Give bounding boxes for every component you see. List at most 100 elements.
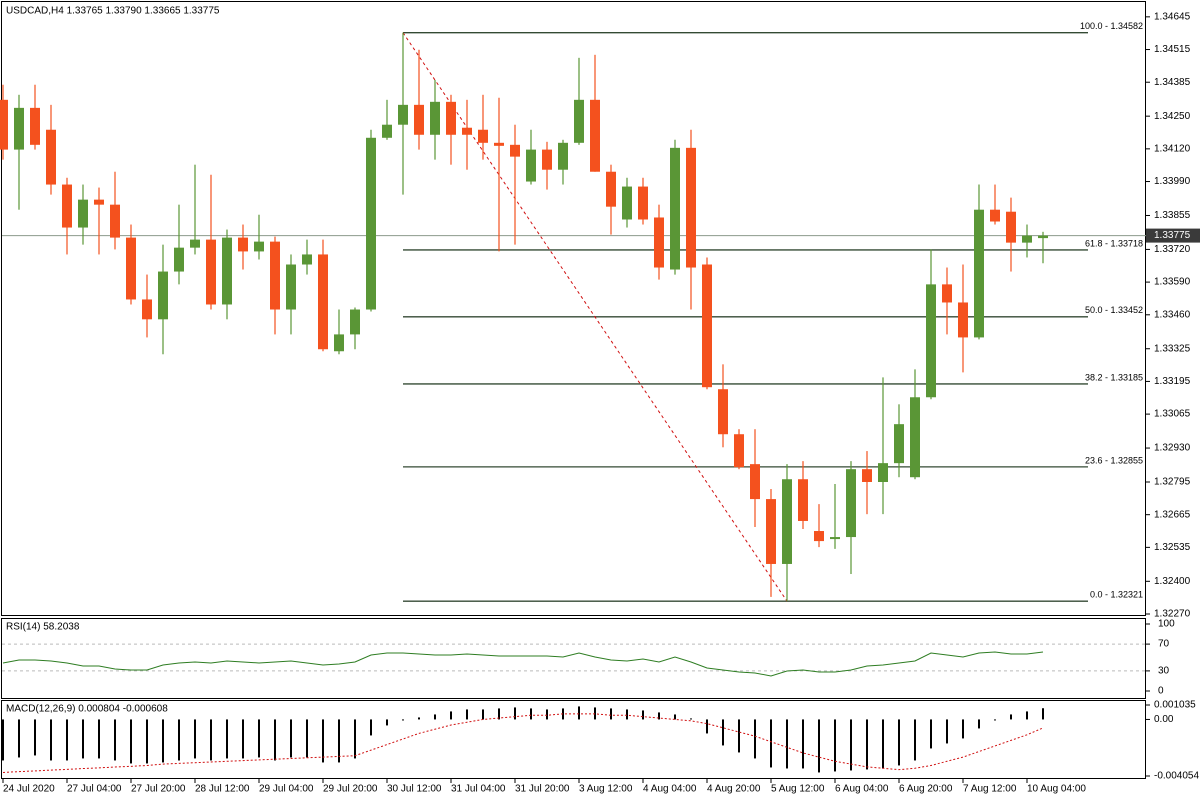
candle-body <box>782 479 792 564</box>
y-tick-label: 1.32270 <box>1154 609 1191 620</box>
y-tick-label: 1.34385 <box>1154 77 1191 88</box>
rsi-frame <box>1 618 1146 699</box>
candle-body <box>1006 211 1016 243</box>
x-tick-label: 10 Aug 04:00 <box>1027 784 1086 795</box>
candle-body <box>606 171 616 207</box>
candle-body <box>814 531 824 542</box>
x-tick-label: 29 Jul 20:00 <box>323 784 378 795</box>
fib-label: 61.8 - 1.33718 <box>1085 238 1143 248</box>
candle-body <box>734 434 744 468</box>
y-tick-label: 1.32400 <box>1154 576 1191 587</box>
candle-body <box>590 99 600 172</box>
candle-body <box>878 463 888 482</box>
candle-body <box>46 129 56 185</box>
candle-body <box>558 142 568 170</box>
candle-body <box>334 334 344 352</box>
macd-signal <box>2 713 1044 773</box>
candle-body <box>382 124 392 138</box>
candle-body <box>510 144 520 157</box>
fib-label: 100.0 - 1.34582 <box>1080 21 1143 31</box>
macd-tick-label: 0.001035 <box>1154 700 1196 711</box>
fib-label: 50.0 - 1.33452 <box>1085 305 1143 315</box>
macd-tick-label: 0.00 <box>1154 714 1174 725</box>
candle-body <box>14 107 24 150</box>
candle-body <box>238 237 248 252</box>
x-tick-label: 6 Aug 04:00 <box>835 784 889 795</box>
fib-label: 23.6 - 1.32855 <box>1085 455 1143 465</box>
candle-body <box>894 424 904 464</box>
candle-body <box>718 389 728 435</box>
candle-body <box>78 199 88 228</box>
y-tick-label: 1.32930 <box>1154 443 1191 454</box>
candle-body <box>702 264 712 388</box>
candle-body <box>430 101 440 135</box>
rsi-tick-label: 30 <box>1158 666 1170 677</box>
y-tick-label: 1.32535 <box>1154 542 1191 553</box>
price-tag <box>1146 228 1200 243</box>
y-tick-label: 1.32795 <box>1154 477 1191 488</box>
x-tick-label: 4 Aug 04:00 <box>643 784 697 795</box>
x-tick-label: 7 Aug 12:00 <box>963 784 1017 795</box>
chart-title: USDCAD,H4 1.33765 1.33790 1.33665 1.3377… <box>6 6 220 17</box>
candle-body <box>1038 235 1048 239</box>
y-tick-label: 1.33325 <box>1154 343 1191 354</box>
candle-body <box>222 237 232 305</box>
x-tick-label: 29 Jul 04:00 <box>259 784 314 795</box>
y-tick-label: 1.34120 <box>1154 143 1191 154</box>
candle-body <box>766 499 776 564</box>
candle-body <box>174 247 184 272</box>
fib-label: 38.2 - 1.33185 <box>1085 372 1143 382</box>
candle-body <box>478 129 488 143</box>
y-tick-label: 1.33990 <box>1154 176 1191 187</box>
candle-body <box>526 149 536 182</box>
candle-body <box>286 264 296 310</box>
candle-body <box>270 241 280 310</box>
fib-label: 0.0 - 1.32321 <box>1090 590 1143 600</box>
x-tick-label: 31 Jul 04:00 <box>451 784 506 795</box>
rsi-line <box>2 651 1044 677</box>
candle-body <box>462 127 472 135</box>
rsi-tick-label: 0 <box>1158 686 1164 697</box>
rsi-tick-label: 70 <box>1158 639 1170 650</box>
candle-body <box>0 99 8 150</box>
candle-body <box>798 479 808 521</box>
candle-body <box>398 104 408 125</box>
x-tick-label: 30 Jul 12:00 <box>387 784 442 795</box>
candle-body <box>158 271 168 320</box>
macd-tick-label: -0.004054 <box>1154 771 1199 782</box>
y-tick-label: 1.34250 <box>1154 111 1191 122</box>
candle-body <box>142 299 152 320</box>
candle-body <box>542 149 552 170</box>
candle-body <box>750 464 760 500</box>
candle-body <box>974 209 984 338</box>
x-tick-label: 6 Aug 20:00 <box>899 784 953 795</box>
candle-body <box>846 469 856 538</box>
candle-body <box>494 142 504 146</box>
rsi-tick-label: 100 <box>1158 619 1175 630</box>
y-tick-label: 1.34645 <box>1154 11 1191 22</box>
candle-body <box>206 239 216 305</box>
y-tick-label: 1.32665 <box>1154 509 1191 520</box>
candle-body <box>910 397 920 478</box>
candle-body <box>126 237 136 300</box>
x-tick-label: 3 Aug 12:00 <box>579 784 633 795</box>
x-tick-label: 31 Jul 20:00 <box>515 784 570 795</box>
candle-body <box>62 184 72 228</box>
candle-body <box>830 537 840 540</box>
candle-body <box>414 104 424 135</box>
x-tick-label: 24 Jul 2020 <box>3 784 55 795</box>
y-tick-label: 1.33195 <box>1154 376 1191 387</box>
candle-body <box>302 254 312 265</box>
candle-body <box>318 254 328 350</box>
y-tick-label: 1.34515 <box>1154 44 1191 55</box>
candle-body <box>30 107 40 145</box>
main-frame <box>1 1 1146 616</box>
candle-body <box>638 186 648 220</box>
candle-body <box>94 199 104 205</box>
candle-body <box>1022 235 1032 243</box>
x-tick-label: 27 Jul 20:00 <box>131 784 186 795</box>
candle-body <box>654 217 664 268</box>
candle-body <box>622 186 632 220</box>
